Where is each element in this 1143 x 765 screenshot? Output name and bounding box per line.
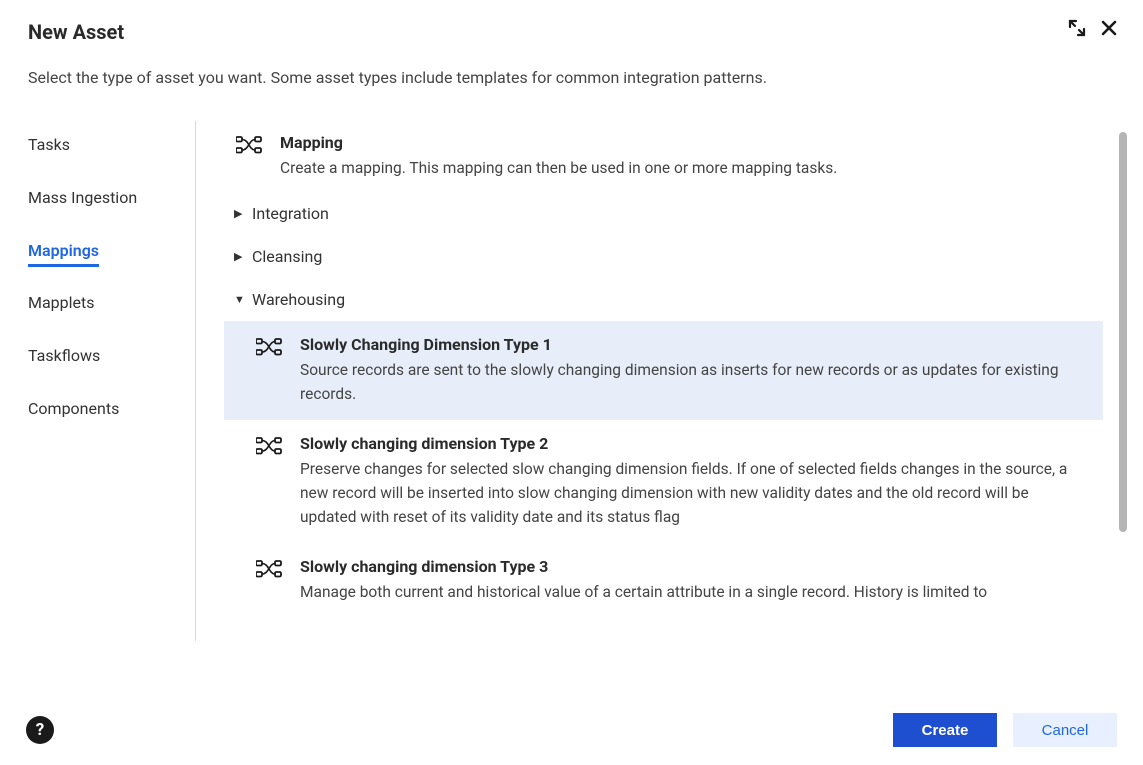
group-label: Cleansing bbox=[252, 247, 322, 266]
asset-title: Slowly changing dimension Type 2 bbox=[300, 434, 1085, 453]
asset-scd-type-3[interactable]: Slowly changing dimension Type 3 Manage … bbox=[224, 543, 1103, 618]
group-label: Warehousing bbox=[252, 290, 345, 309]
group-integration[interactable]: ▶ Integration bbox=[224, 192, 1103, 235]
tab-mass-ingestion[interactable]: Mass Ingestion bbox=[28, 180, 137, 215]
asset-scd-type-2[interactable]: Slowly changing dimension Type 2 Preserv… bbox=[224, 420, 1103, 543]
dialog-subtitle: Select the type of asset you want. Some … bbox=[0, 68, 1143, 87]
tab-tasks[interactable]: Tasks bbox=[28, 127, 70, 162]
header-controls bbox=[1067, 18, 1119, 38]
tab-mapplets[interactable]: Mapplets bbox=[28, 285, 95, 320]
asset-desc: Create a mapping. This mapping can then … bbox=[280, 156, 837, 180]
asset-list: Mapping Create a mapping. This mapping c… bbox=[196, 121, 1143, 641]
tab-components[interactable]: Components bbox=[28, 391, 119, 426]
tab-taskflows[interactable]: Taskflows bbox=[28, 338, 100, 373]
chevron-right-icon: ▶ bbox=[234, 207, 244, 220]
chevron-right-icon: ▶ bbox=[234, 250, 244, 263]
scrollbar-thumb[interactable] bbox=[1119, 132, 1127, 532]
cancel-button[interactable]: Cancel bbox=[1013, 713, 1117, 747]
asset-desc: Manage both current and historical value… bbox=[300, 580, 987, 604]
category-tabs: Tasks Mass Ingestion Mappings Mapplets T… bbox=[28, 121, 196, 641]
asset-mapping[interactable]: Mapping Create a mapping. This mapping c… bbox=[224, 121, 1103, 192]
tab-mappings[interactable]: Mappings bbox=[28, 233, 99, 267]
close-icon[interactable] bbox=[1099, 18, 1119, 38]
asset-desc: Source records are sent to the slowly ch… bbox=[300, 358, 1085, 406]
group-label: Integration bbox=[252, 204, 329, 223]
mapping-icon bbox=[254, 559, 284, 579]
create-button[interactable]: Create bbox=[893, 713, 997, 747]
mapping-icon bbox=[254, 337, 284, 357]
chevron-down-icon: ▼ bbox=[234, 293, 244, 306]
asset-title: Mapping bbox=[280, 133, 837, 152]
expand-icon[interactable] bbox=[1067, 18, 1087, 38]
asset-title: Slowly Changing Dimension Type 1 bbox=[300, 335, 1085, 354]
mapping-icon bbox=[254, 436, 284, 456]
dialog-title: New Asset bbox=[28, 20, 1115, 44]
asset-scd-type-1[interactable]: Slowly Changing Dimension Type 1 Source … bbox=[224, 321, 1103, 420]
help-icon[interactable]: ? bbox=[26, 716, 54, 744]
asset-title: Slowly changing dimension Type 3 bbox=[300, 557, 987, 576]
group-cleansing[interactable]: ▶ Cleansing bbox=[224, 235, 1103, 278]
mapping-icon bbox=[234, 135, 264, 155]
asset-desc: Preserve changes for selected slow chang… bbox=[300, 457, 1085, 529]
group-warehousing[interactable]: ▼ Warehousing bbox=[224, 278, 1103, 321]
